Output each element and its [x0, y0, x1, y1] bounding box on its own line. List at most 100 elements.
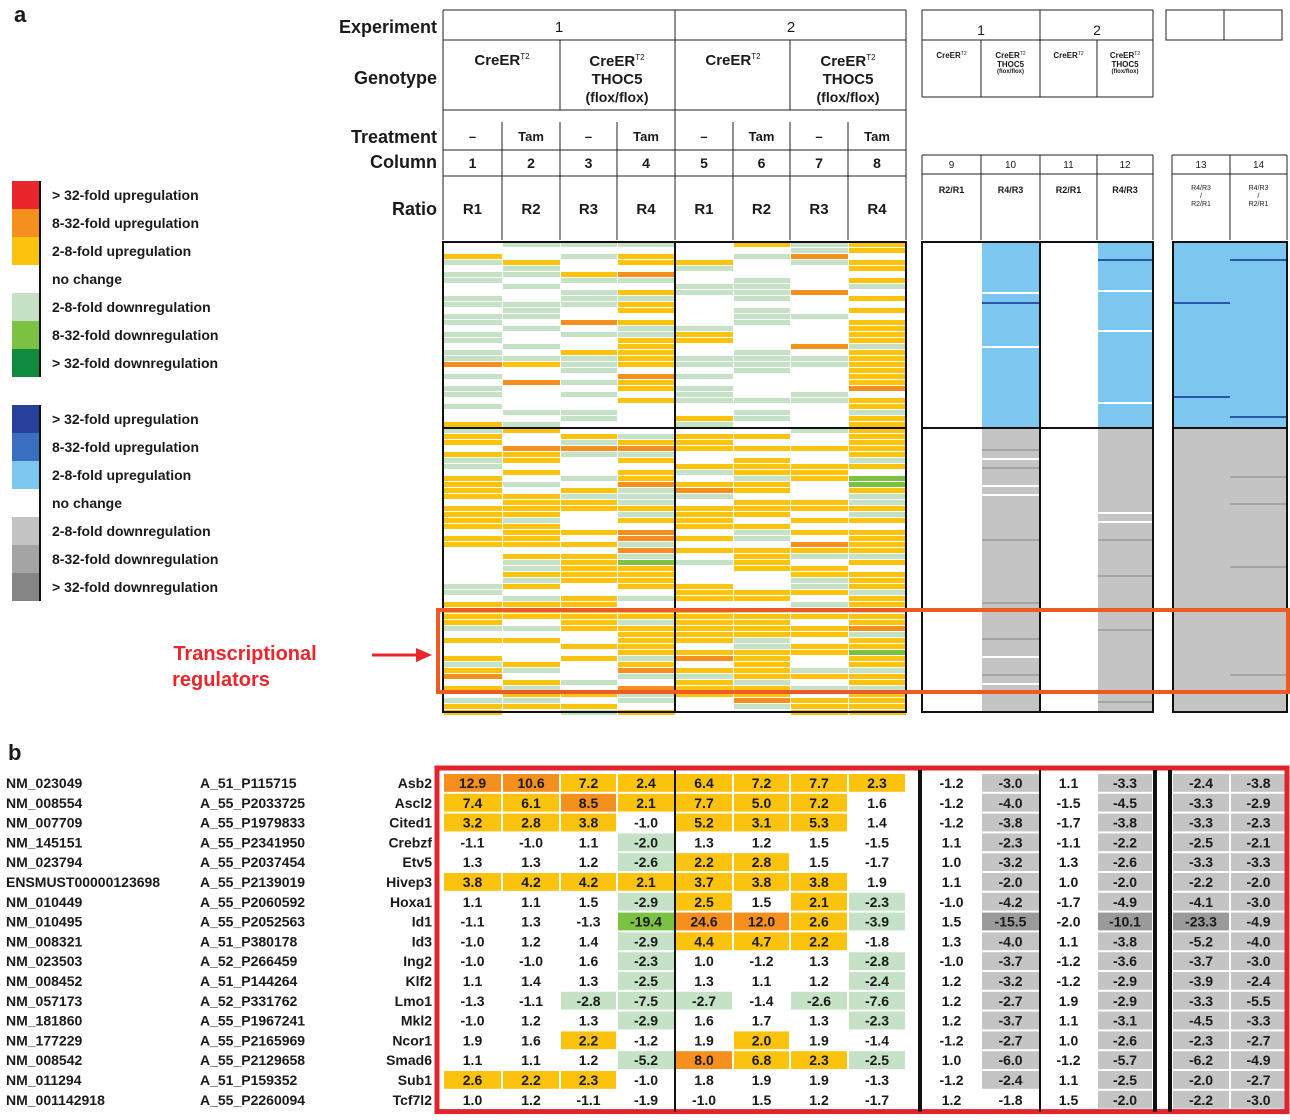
value-cell — [1098, 1071, 1152, 1089]
fold-value: 12.0 — [748, 914, 775, 930]
fold-value: -3.8 — [1113, 815, 1137, 831]
fold-value: 1.0 — [942, 854, 962, 870]
heat-stripe — [561, 350, 617, 355]
value-cell — [1098, 813, 1152, 832]
value-cell — [791, 774, 847, 792]
value-cell — [982, 793, 1039, 812]
heat-stripe — [618, 620, 675, 625]
heat-stripe — [618, 566, 675, 571]
heat-stripe — [734, 614, 790, 619]
heat-stripe — [618, 554, 675, 559]
heat-stripe — [618, 452, 675, 457]
heat-stripe — [618, 476, 675, 481]
value-cell — [982, 952, 1039, 970]
genotype-superscript: T2 — [1134, 51, 1140, 57]
fold-value: -1.7 — [1056, 815, 1080, 831]
genotype-creer: CreERT2 — [820, 53, 876, 70]
genotype-superscript: T2 — [635, 53, 645, 62]
accession-id: NM_001142918 — [6, 1092, 105, 1108]
column-number: 4 — [642, 155, 650, 171]
fold-value: 1.0 — [694, 953, 714, 969]
fold-value: 1.1 — [463, 973, 483, 989]
annotation-line2: regulators — [172, 669, 270, 691]
heat-stripe — [503, 428, 560, 433]
heat-stripe — [849, 626, 906, 631]
heat-stripe — [503, 614, 560, 619]
accession-id: NM_023794 — [6, 854, 82, 870]
fold-value: -1.8 — [865, 933, 889, 949]
heat-stripe — [618, 656, 675, 661]
legend-fold-label: 8-32-fold downregulation — [52, 327, 218, 343]
fold-value: -2.6 — [807, 993, 831, 1009]
heat-stripe — [618, 338, 675, 343]
heat-stripe — [734, 458, 790, 463]
fold-value: -5.5 — [1246, 993, 1270, 1009]
gene-name: Etv5 — [402, 854, 432, 870]
empty-header-cell — [1223, 9, 1283, 41]
heat-stripe — [734, 554, 790, 559]
heat-stripe — [561, 446, 617, 451]
ratio-stripe — [982, 638, 1039, 640]
fold-value: 7.2 — [752, 775, 772, 791]
heat-stripe — [503, 326, 560, 331]
genotype-superscript: T2 — [520, 52, 530, 61]
legend-ratio-swatch — [12, 573, 40, 601]
fold-value: 1.2 — [752, 834, 772, 850]
heat-stripe — [676, 326, 733, 331]
fold-value: 3.7 — [694, 874, 714, 890]
value-cell — [1098, 793, 1152, 812]
ratio-stripe — [1098, 402, 1152, 404]
value-cell — [676, 932, 732, 951]
heat-stripe — [849, 266, 906, 271]
ratio-block-blue — [1173, 242, 1287, 428]
probe-id: A_55_P2060592 — [200, 894, 305, 910]
fold-value: 1.0 — [942, 1052, 962, 1068]
heat-stripe — [503, 692, 560, 697]
column-number: 3 — [585, 155, 593, 171]
fold-value: -3.3 — [1189, 815, 1213, 831]
genotype-thoc5: THOC5 — [1111, 60, 1139, 69]
fold-value: 1.0 — [463, 1092, 483, 1108]
heat-stripe — [676, 680, 733, 685]
value-cell — [676, 813, 732, 832]
heat-stripe — [444, 482, 502, 487]
heatmap-layer — [12, 181, 1287, 1109]
heat-stripe — [791, 548, 848, 553]
fold-value: -2.6 — [634, 854, 658, 870]
legend-ratio-swatch — [12, 433, 40, 461]
fold-value: 1.3 — [809, 1013, 829, 1029]
fold-value: -2.7 — [1246, 1072, 1270, 1088]
heat-stripe — [618, 494, 675, 499]
value-cell — [982, 873, 1039, 891]
fold-value: 1.3 — [463, 854, 483, 870]
heat-stripe — [791, 584, 848, 589]
heat-stripe — [849, 662, 906, 667]
heat-stripe — [676, 488, 733, 493]
fold-value: -1.0 — [634, 1072, 658, 1088]
heat-stripe — [734, 620, 790, 625]
accession-id: NM_008542 — [6, 1052, 82, 1068]
heat-stripe — [849, 614, 906, 619]
probe-id: A_51_P144264 — [200, 973, 298, 989]
value-cell — [982, 912, 1039, 931]
value-cell — [1231, 774, 1286, 792]
legend-ratio-label: 2-8-fold upregulation — [52, 467, 191, 483]
heat-stripe — [734, 476, 790, 481]
fold-value: -4.0 — [998, 933, 1022, 949]
gene-name: Cited1 — [389, 815, 432, 831]
ratio-stripe — [1098, 539, 1152, 541]
genotype-base: CreER — [820, 53, 866, 70]
heat-stripe — [676, 632, 733, 637]
heat-stripe — [791, 632, 848, 637]
value-cell — [1173, 873, 1229, 891]
heat-stripe — [503, 242, 560, 247]
heat-stripe — [561, 626, 617, 631]
heat-stripe — [676, 650, 733, 655]
value-cell — [1173, 774, 1229, 792]
heat-stripe — [849, 410, 906, 415]
fold-value: -23.3 — [1185, 914, 1217, 930]
ratio-stripe — [1098, 629, 1152, 631]
value-cell — [982, 1051, 1039, 1069]
heat-stripe — [444, 656, 502, 661]
value-cell — [1173, 833, 1229, 852]
